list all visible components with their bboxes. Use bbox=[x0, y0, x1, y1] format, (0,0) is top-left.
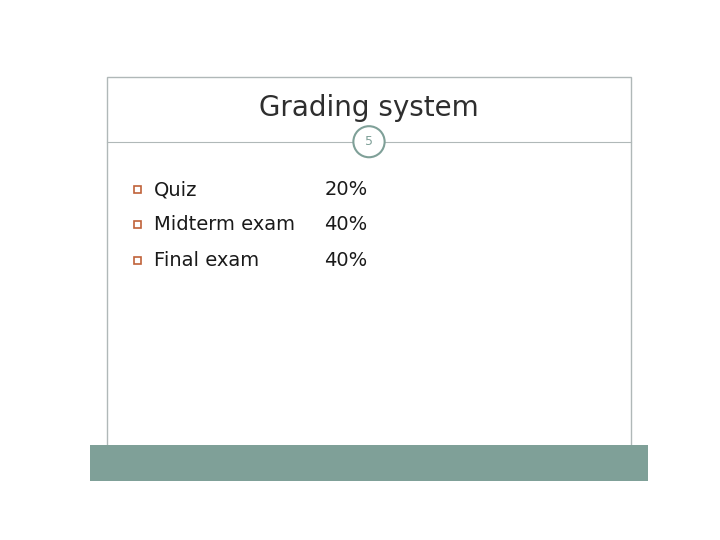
Text: Grading system: Grading system bbox=[259, 94, 479, 123]
Text: Quiz: Quiz bbox=[154, 180, 198, 199]
FancyBboxPatch shape bbox=[134, 186, 141, 193]
FancyBboxPatch shape bbox=[107, 77, 631, 447]
FancyBboxPatch shape bbox=[90, 446, 648, 481]
Text: Midterm exam: Midterm exam bbox=[154, 215, 295, 234]
FancyBboxPatch shape bbox=[134, 256, 141, 264]
Text: 40%: 40% bbox=[324, 251, 368, 269]
Text: Final exam: Final exam bbox=[154, 251, 259, 269]
Ellipse shape bbox=[354, 126, 384, 157]
FancyBboxPatch shape bbox=[134, 221, 141, 228]
Text: 20%: 20% bbox=[324, 180, 368, 199]
Text: 40%: 40% bbox=[324, 215, 368, 234]
Text: 5: 5 bbox=[365, 135, 373, 148]
